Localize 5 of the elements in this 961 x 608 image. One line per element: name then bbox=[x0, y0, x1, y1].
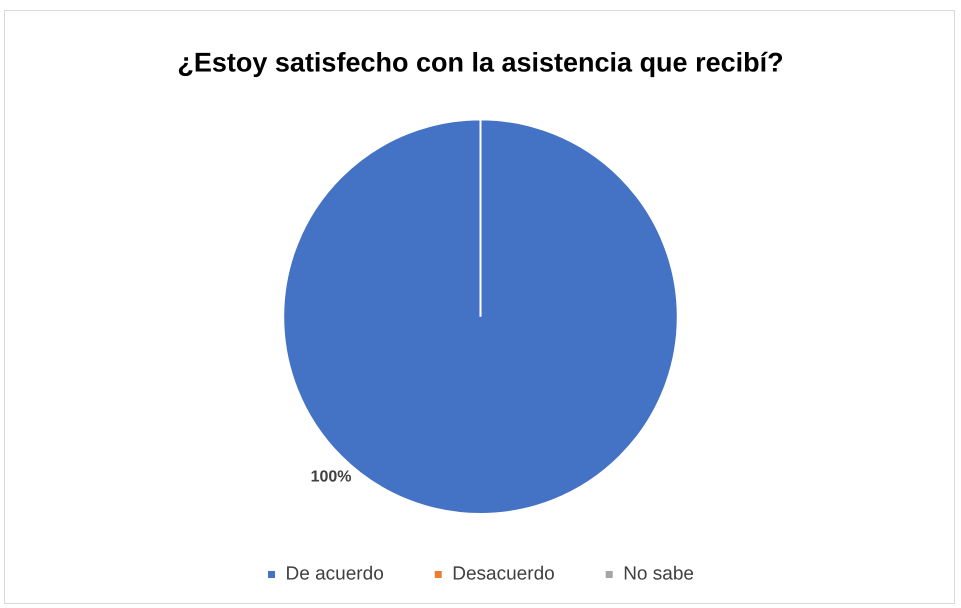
data-label: 100% bbox=[310, 468, 352, 486]
legend-label: No sabe bbox=[623, 564, 694, 585]
legend-label: De acuerdo bbox=[286, 564, 384, 585]
legend-label: Desacuerdo bbox=[452, 564, 555, 585]
chart-title: ¿Estoy satisfecho con la asistencia que recibí? bbox=[177, 48, 784, 78]
